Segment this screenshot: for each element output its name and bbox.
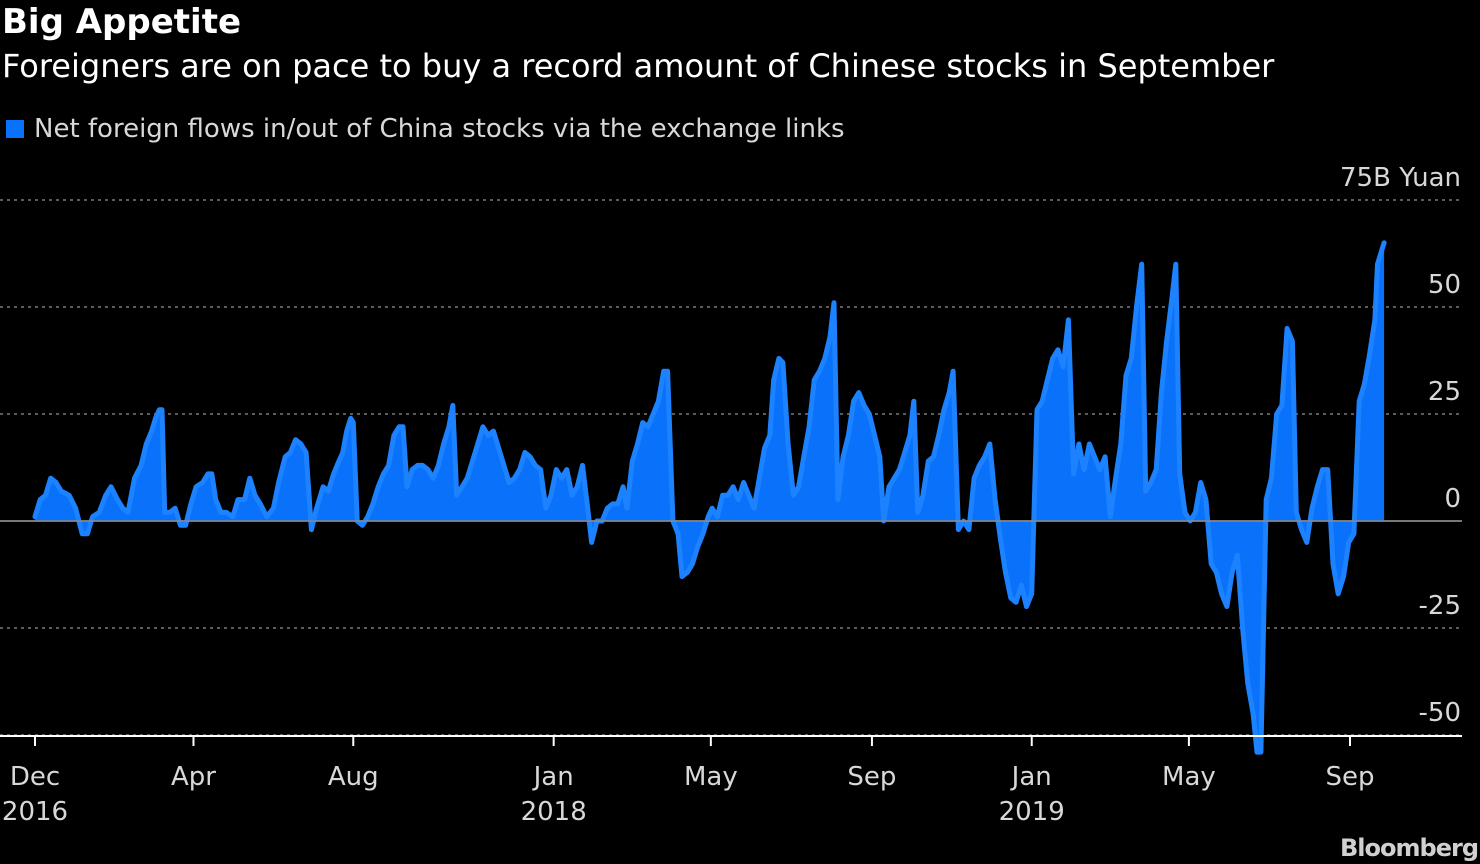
x-tick-month: May — [684, 762, 738, 792]
x-tick-month: Jan — [1010, 762, 1052, 792]
y-tick-label: -25 — [1419, 591, 1461, 621]
x-tick-month: Dec — [10, 762, 60, 792]
y-tick-label: -50 — [1419, 698, 1461, 728]
y-tick-label: 50 — [1428, 270, 1461, 300]
bloomberg-logo: Bloomberg — [1340, 834, 1479, 862]
y-axis-labels: 75B Yuan 50 25 0 -25 -50 — [1340, 163, 1461, 728]
legend-label: Net foreign flows in/out of China stocks… — [34, 114, 845, 144]
x-tick-month: May — [1162, 762, 1216, 792]
x-tick-year: 2018 — [521, 797, 587, 827]
chart-subtitle: Foreigners are on pace to buy a record a… — [2, 47, 1275, 85]
x-tick-month: Sep — [847, 762, 896, 792]
legend-swatch — [6, 120, 24, 138]
legend: Net foreign flows in/out of China stocks… — [6, 112, 845, 146]
x-tick-month: Apr — [171, 762, 216, 792]
y-tick-label: 75B Yuan — [1340, 163, 1461, 193]
series-area — [0, 240, 1462, 755]
y-tick-label: 25 — [1428, 377, 1461, 407]
x-tick-year: 2016 — [2, 797, 68, 827]
x-axis: Dec 2016 Apr Aug Jan 2018 May Sep Jan 2019 May Sep — [0, 735, 1462, 827]
x-tick-month: Sep — [1325, 762, 1374, 792]
chart-title: Big Appetite — [2, 2, 242, 42]
x-tick-month: Aug — [328, 762, 379, 792]
x-tick-month: Jan — [532, 762, 574, 792]
y-tick-label: 0 — [1444, 484, 1461, 514]
series-line — [32, 240, 1387, 755]
x-tick-year: 2019 — [999, 797, 1065, 827]
